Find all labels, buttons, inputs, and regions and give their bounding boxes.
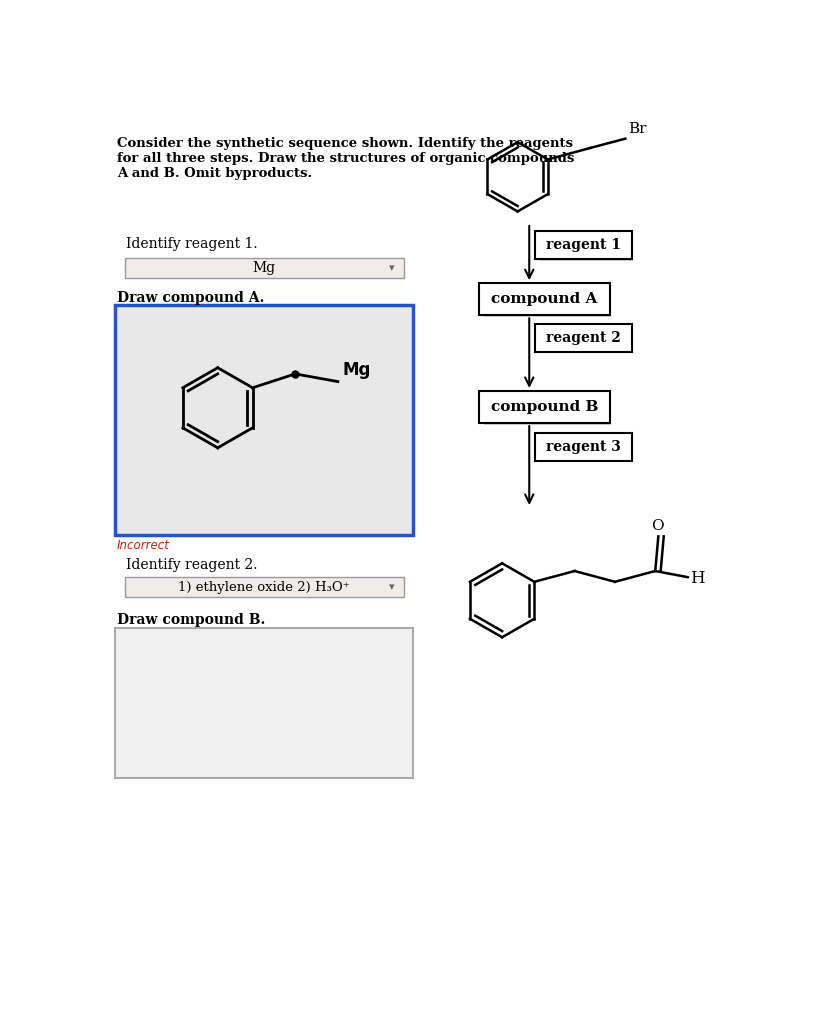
- FancyBboxPatch shape: [540, 237, 633, 261]
- FancyBboxPatch shape: [115, 305, 413, 535]
- Text: Mg: Mg: [253, 261, 276, 274]
- FancyBboxPatch shape: [124, 258, 404, 278]
- Text: Consider the synthetic sequence shown. Identify the reagents
for all three steps: Consider the synthetic sequence shown. I…: [117, 137, 574, 180]
- FancyBboxPatch shape: [536, 433, 631, 461]
- FancyBboxPatch shape: [484, 288, 611, 316]
- FancyBboxPatch shape: [124, 578, 404, 597]
- Text: reagent 3: reagent 3: [546, 440, 621, 454]
- Text: reagent 1: reagent 1: [546, 239, 621, 252]
- Text: Identify reagent 1.: Identify reagent 1.: [126, 237, 258, 251]
- FancyBboxPatch shape: [479, 283, 610, 315]
- Text: ▾: ▾: [389, 262, 395, 272]
- Text: O: O: [651, 519, 664, 534]
- Text: H: H: [691, 570, 705, 587]
- FancyBboxPatch shape: [536, 324, 631, 351]
- Text: Mg: Mg: [343, 360, 371, 379]
- Text: Br: Br: [629, 122, 647, 135]
- Text: Identify reagent 2.: Identify reagent 2.: [126, 558, 258, 572]
- Text: reagent 2: reagent 2: [546, 331, 621, 345]
- FancyBboxPatch shape: [540, 329, 633, 353]
- Text: 1) ethylene oxide 2) H₃O⁺: 1) ethylene oxide 2) H₃O⁺: [178, 581, 350, 594]
- Text: Incorrect: Incorrect: [117, 539, 170, 552]
- Text: compound A: compound A: [491, 292, 597, 306]
- FancyBboxPatch shape: [536, 231, 631, 259]
- FancyBboxPatch shape: [115, 628, 413, 778]
- FancyBboxPatch shape: [484, 395, 611, 425]
- Text: ▾: ▾: [389, 583, 395, 592]
- Text: Draw compound B.: Draw compound B.: [117, 612, 265, 627]
- FancyBboxPatch shape: [479, 391, 610, 423]
- Text: compound B: compound B: [490, 400, 598, 414]
- Text: Draw compound A.: Draw compound A.: [117, 291, 265, 305]
- FancyBboxPatch shape: [540, 438, 633, 463]
